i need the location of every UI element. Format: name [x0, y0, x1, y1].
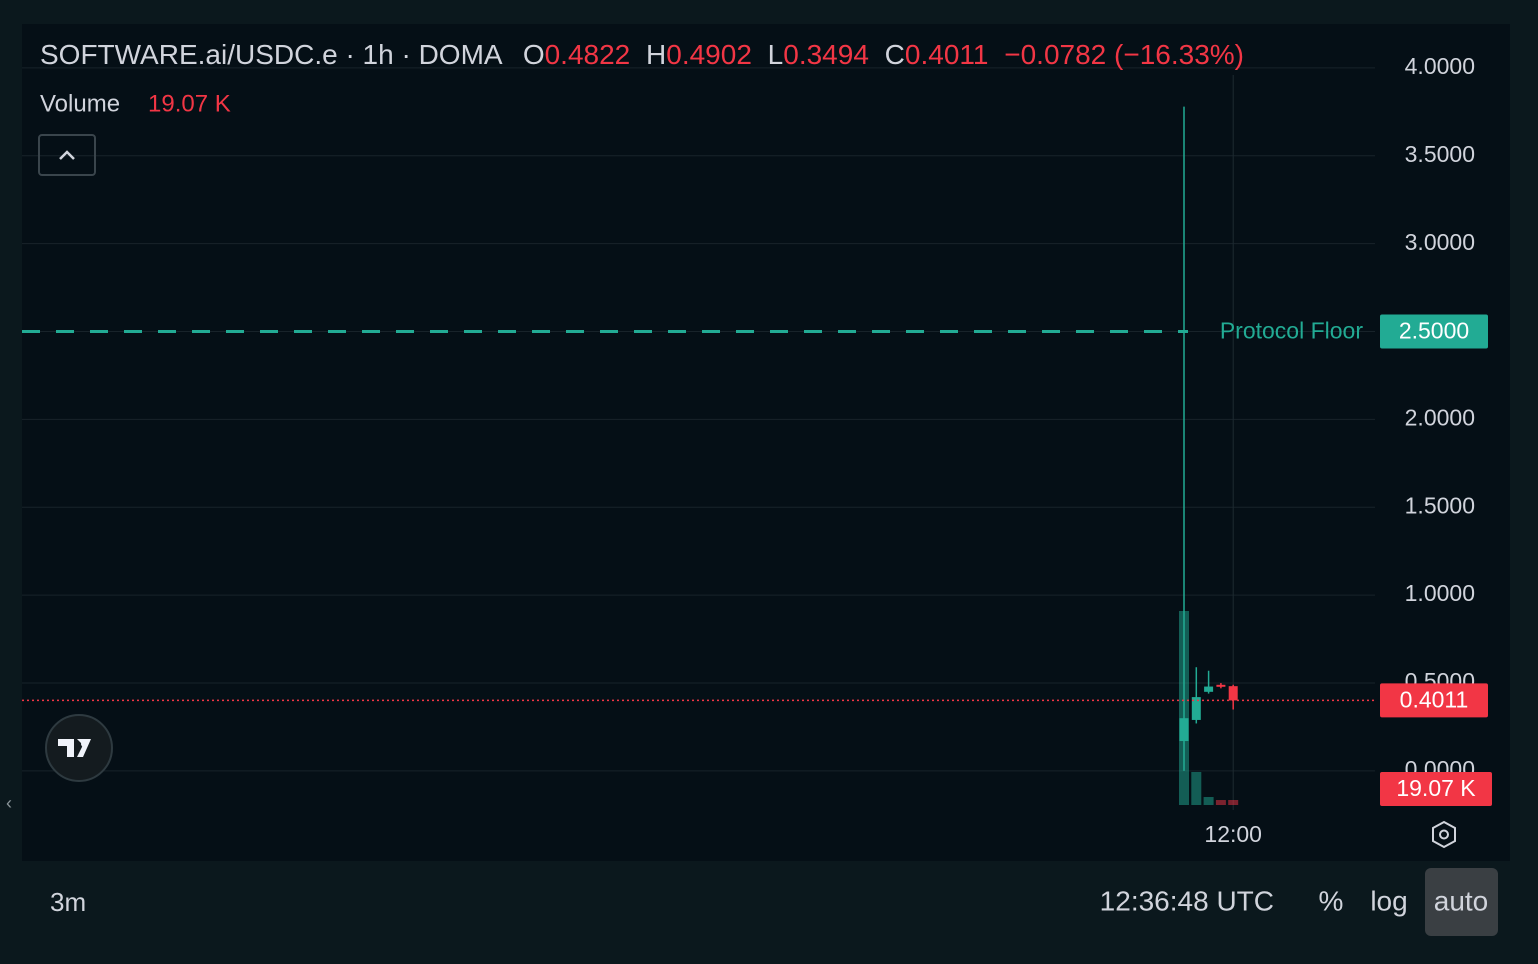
open-label: O: [523, 39, 545, 70]
high-label: H: [646, 39, 666, 70]
low-label: L: [768, 39, 784, 70]
logo-dot: [81, 741, 87, 747]
volume-value: 19.07 K: [148, 90, 231, 117]
candle-body: [1179, 718, 1189, 742]
collapse-icon: [59, 150, 75, 160]
log-button[interactable]: log: [1370, 885, 1407, 916]
candle-body: [1228, 686, 1238, 701]
symbol: SOFTWARE.ai/USDC.e · 1h · DOMA: [40, 39, 503, 70]
range-button[interactable]: 3m: [50, 887, 86, 917]
volume-bar: [1228, 800, 1239, 805]
auto-button[interactable]: auto: [1434, 885, 1489, 916]
logo: [45, 714, 113, 782]
y-tick-label: 1.5000: [1405, 492, 1475, 518]
change: −0.0782: [1004, 39, 1106, 70]
candle-body: [1204, 686, 1214, 692]
high-value: 0.4902: [666, 39, 752, 70]
y-tick-label: 2.0000: [1405, 405, 1475, 431]
volume-label: Volume: [40, 90, 120, 117]
volume-tag: [1380, 772, 1492, 806]
clock: 12:36:48 UTC: [1100, 885, 1274, 916]
open-value: 0.4822: [545, 39, 631, 70]
candle-body: [1216, 684, 1226, 687]
auto-button-bg[interactable]: [1425, 868, 1498, 936]
candle-body: [1191, 697, 1201, 720]
percent-button[interactable]: %: [1319, 885, 1344, 916]
volume-bar: [1215, 800, 1226, 805]
legend-header: SOFTWARE.ai/USDC.e · 1h · DOMA O0.4822 H…: [40, 39, 1244, 70]
collapse-button[interactable]: [38, 134, 96, 176]
y-tick-label: 3.5000: [1405, 141, 1475, 167]
x-tick-label: 12:00: [1204, 821, 1262, 847]
chart-panel: [22, 24, 1510, 861]
change-pct: (−16.33%): [1114, 39, 1244, 70]
y-tick-label: 3.0000: [1405, 229, 1475, 255]
volume-bar: [1191, 771, 1202, 805]
settings-icon-center: [1439, 829, 1449, 840]
protocol-floor-label: Protocol Floor: [1220, 318, 1364, 344]
close-label: C: [885, 39, 905, 70]
y-tick-label: 4.0000: [1405, 53, 1475, 79]
last-price-tag: [1380, 683, 1488, 718]
protocol-floor-tag-label: 2.5000: [1399, 318, 1469, 344]
last-price-label: 0.4011: [1400, 686, 1469, 712]
scroll-left-icon[interactable]: ‹: [6, 793, 12, 813]
close-value: 0.4011: [905, 39, 989, 70]
low-value: 0.3494: [783, 39, 869, 70]
y-tick-label: 1.0000: [1405, 580, 1475, 606]
protocol-floor-tag: [1380, 314, 1488, 349]
volume-bar: [1203, 797, 1214, 805]
volume-tag-label: 19.07 K: [1396, 775, 1476, 801]
settings-icon[interactable]: [1432, 820, 1456, 849]
